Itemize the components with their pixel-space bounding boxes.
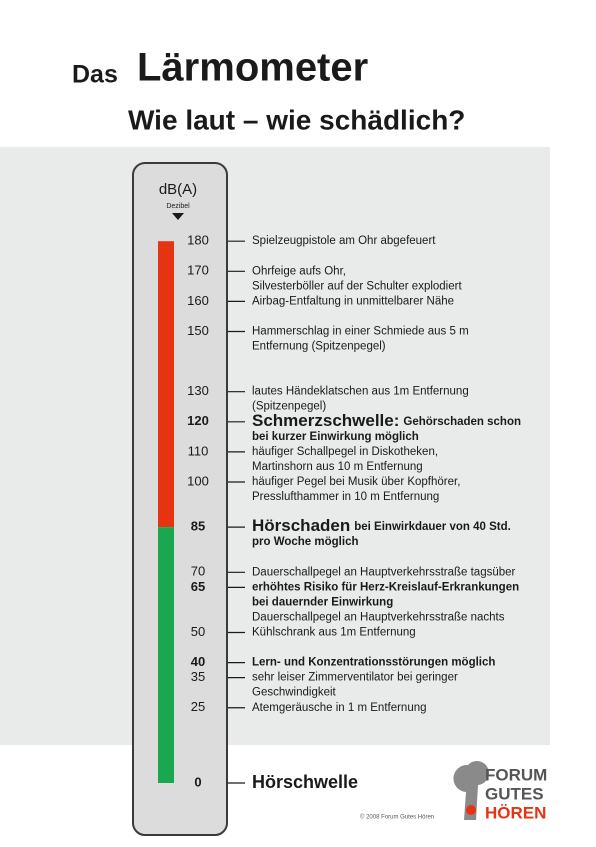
entry-text: Lern- und Konzentrationsstörungen möglic… — [252, 657, 495, 669]
entries: 180 Spielzeugpistole am Ohr abgefeuert 170… — [187, 233, 521, 792]
level-value: 0 — [194, 774, 201, 789]
entry-text: sehr leiser Zimmerventilator bei geringe… — [252, 672, 458, 684]
level-value: 70 — [191, 564, 205, 579]
entry-text: Dauerschallpegel an Hauptverkehrsstraße … — [252, 566, 516, 578]
entry-text: erhöhtes Risiko für Herz-Kreislauf-Erkra… — [252, 581, 519, 593]
level-value: 160 — [187, 293, 209, 308]
entry-text: Atemgeräusche in 1 m Entfernung — [252, 702, 427, 714]
entry-text: bei Einwirkdauer von 40 Std. — [354, 521, 511, 533]
entry-line: bei kurzer Einwirkung möglich — [252, 431, 419, 443]
entry-line: Atemgeräusche in 1 m Entfernung — [252, 702, 427, 714]
entry-heading: Hörschaden — [252, 517, 350, 536]
copyright: © 2008 Forum Gutes Hören — [360, 814, 434, 821]
entry-line: erhöhtes Risiko für Herz-Kreislauf-Erkra… — [252, 581, 519, 593]
level-value: 85 — [191, 519, 205, 534]
entry-text: Airbag-Entfaltung in unmittelbarer Nähe — [252, 295, 454, 307]
entry-line: häufiger Schallpegel in Diskotheken, — [252, 446, 438, 458]
entry-line: Martinshorn aus 10 m Entfernung — [252, 461, 423, 473]
unit: dB(A) — [159, 181, 197, 198]
entry-line: (Spitzenpegel) — [252, 401, 326, 413]
thermometer — [132, 162, 228, 836]
bar-safe — [158, 527, 174, 783]
logo-mark — [453, 761, 489, 820]
entry-line: Presslufthammer in 10 m Entfernung — [252, 491, 439, 503]
entry-line: Hörschaden bei Einwirkdauer von 40 Std. — [252, 517, 511, 536]
bar-danger — [158, 241, 174, 528]
level-value: 110 — [188, 443, 209, 458]
entry-line: Hammerschlag in einer Schmiede aus 5 m — [252, 326, 469, 338]
entry-heading: Schmerzschwelle: — [252, 411, 399, 430]
level-value: 65 — [191, 579, 205, 594]
logo-line: FORUM — [485, 765, 547, 784]
entry-text: Ohrfeige aufs Ohr, — [252, 265, 346, 277]
level-bar — [158, 241, 174, 783]
entry-line: Geschwindigkeit — [252, 687, 337, 699]
entry-line: bei dauernder Einwirkung — [252, 596, 393, 608]
entry-line: Airbag-Entfaltung in unmittelbarer Nähe — [252, 295, 454, 307]
logo-dot — [466, 805, 476, 815]
entry-text: Gehörschaden schon — [403, 416, 521, 428]
background-band — [0, 147, 550, 745]
entry-text: häufiger Schallpegel in Diskotheken, — [252, 446, 438, 458]
level-value: 180 — [187, 233, 209, 248]
level-value: 40 — [191, 654, 205, 669]
entry-line: häufiger Pegel bei Musik über Kopfhörer, — [252, 476, 460, 488]
entry-line: Kühlschrank aus 1m Entfernung — [252, 627, 416, 639]
entry-line: Dauerschallpegel an Hauptverkehrsstraße … — [252, 611, 505, 623]
logo-line: GUTES — [485, 784, 544, 803]
entry-line: Spielzeugpistole am Ohr abgefeuert — [252, 235, 436, 247]
level-value: 100 — [187, 473, 209, 488]
entry-line: Hörschwelle — [252, 772, 358, 792]
entry-line: Lern- und Konzentrationsstörungen möglic… — [252, 657, 495, 669]
level-value: 130 — [187, 383, 209, 398]
entry-line: Dauerschallpegel an Hauptverkehrsstraße … — [252, 566, 516, 578]
pointer — [172, 213, 184, 220]
entry-heading: Hörschwelle — [252, 772, 358, 792]
unit-sub: Dezibel — [166, 203, 190, 210]
entry-line: Schmerzschwelle: Gehörschaden schon — [252, 411, 521, 430]
entry-line: Silvesterböller auf der Schulter explodi… — [252, 280, 462, 292]
entry-text: Kühlschrank aus 1m Entfernung — [252, 627, 416, 639]
level-value: 150 — [187, 323, 209, 338]
entry-text: Hammerschlag in einer Schmiede aus 5 m — [252, 326, 469, 338]
subtitle: Wie laut – wie schädlich? — [128, 104, 465, 135]
entry-text: Spielzeugpistole am Ohr abgefeuert — [252, 235, 436, 247]
level-value: 35 — [191, 669, 205, 684]
entry-line: Ohrfeige aufs Ohr, — [252, 265, 346, 277]
level-value: 50 — [191, 624, 205, 639]
title-small: Das — [72, 61, 118, 89]
title: Lärmometer — [137, 46, 368, 90]
entry-line: lautes Händeklatschen aus 1m Entfernung — [252, 386, 469, 398]
level-value: 120 — [187, 413, 209, 428]
entry-line: Entfernung (Spitzenpegel) — [252, 341, 386, 353]
entry-text: häufiger Pegel bei Musik über Kopfhörer, — [252, 476, 460, 488]
entry-text: lautes Händeklatschen aus 1m Entfernung — [252, 386, 469, 398]
logo-line: HÖREN — [485, 803, 546, 822]
level-value: 170 — [187, 263, 209, 278]
level-value: 25 — [191, 699, 205, 714]
entry-line: sehr leiser Zimmerventilator bei geringe… — [252, 672, 458, 684]
entry-line: pro Woche möglich — [252, 536, 359, 548]
